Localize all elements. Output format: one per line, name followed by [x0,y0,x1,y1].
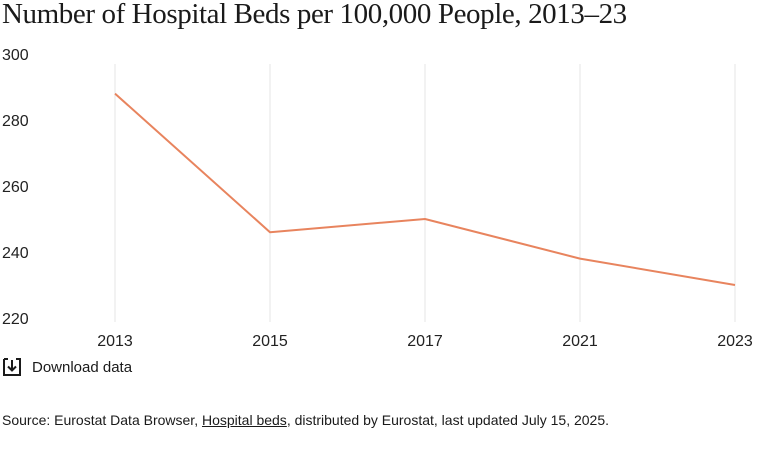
source-suffix: , distributed by Eurostat, last updated … [286,412,610,428]
series-line-0 [114,92,736,286]
source-link-hospital-beds[interactable]: Hospital beds [201,412,287,428]
line-chart: 220 240 260 280 300 2013 2015 2017 2021 2023 [2,47,753,350]
y-tick-label: 240 [2,245,29,262]
y-tick-label: 260 [2,179,29,196]
download-icon [2,357,22,377]
series-layer [114,92,736,286]
download-data-label: Download data [32,358,133,376]
y-tick-label: 300 [2,47,29,64]
y-axis-ticks: 220 240 260 280 300 [2,47,29,328]
x-tick-label: 2015 [252,333,288,350]
x-tick-label: 2021 [562,333,598,350]
y-tick-label: 280 [2,113,29,130]
download-data-button[interactable]: Download data [2,357,132,377]
x-tick-label: 2023 [717,333,753,350]
source-note: Source: Eurostat Data Browser, Hospital … [2,412,609,428]
x-tick-label: 2013 [97,333,133,350]
x-tick-label: 2017 [407,333,443,350]
source-prefix: Source: Eurostat Data Browser, [2,412,202,428]
grid-lines [114,64,736,322]
chart-title: Number of Hospital Beds per 100,000 Peop… [2,0,627,30]
y-tick-label: 220 [2,311,29,328]
x-axis-ticks: 2013 2015 2017 2021 2023 [97,333,753,350]
